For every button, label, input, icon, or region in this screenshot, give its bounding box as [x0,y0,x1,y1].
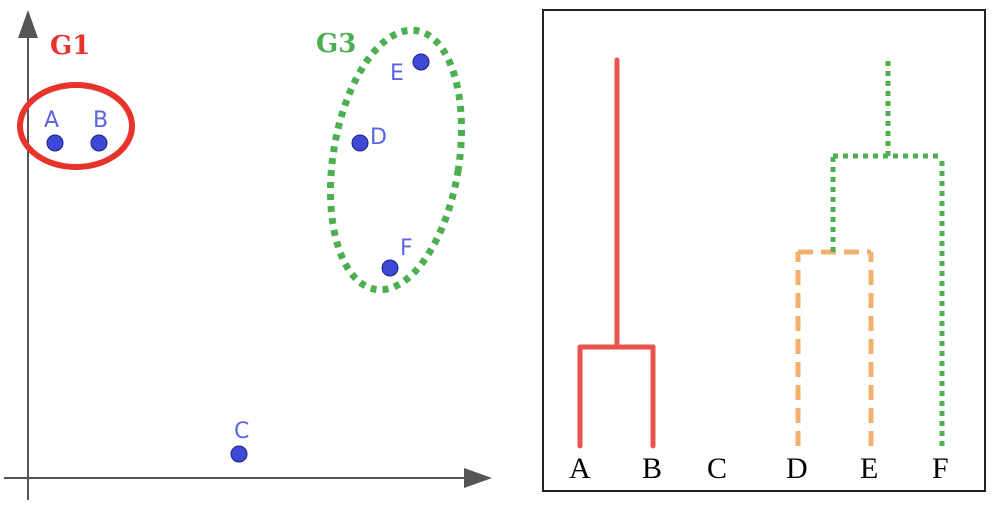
point-F: F [381,236,413,277]
dendrogram-frame [542,9,986,492]
point-B: B [90,108,108,152]
dendrogram-panel: A B C D E F [542,9,986,492]
group-g1-label: G1 [50,31,90,61]
point-A: A [44,108,64,152]
leaf-label-B: B [642,452,662,485]
point-E: E [390,53,430,86]
svg-text:A: A [44,108,59,133]
group-g1-outline [17,82,135,170]
point-C: C [230,419,249,463]
svg-text:D: D [370,125,387,150]
leaf-label-F: F [932,452,949,485]
point-D: D [351,125,387,152]
svg-text:B: B [93,108,108,133]
leaf-label-E: E [860,452,878,485]
cluster-ab [577,57,656,449]
svg-text:E: E [390,61,404,86]
leaf-label-C: C [707,452,727,485]
cluster-def [830,60,945,446]
group-g3-label: G3 [316,29,356,59]
scatter-panel: G1 G3 A B C D E F [4,10,492,500]
group-g3-outline [326,26,466,294]
leaf-label-A: A [569,452,591,485]
svg-text:C: C [234,419,249,444]
leaf-label-D: D [786,452,808,485]
svg-text:F: F [400,236,413,261]
